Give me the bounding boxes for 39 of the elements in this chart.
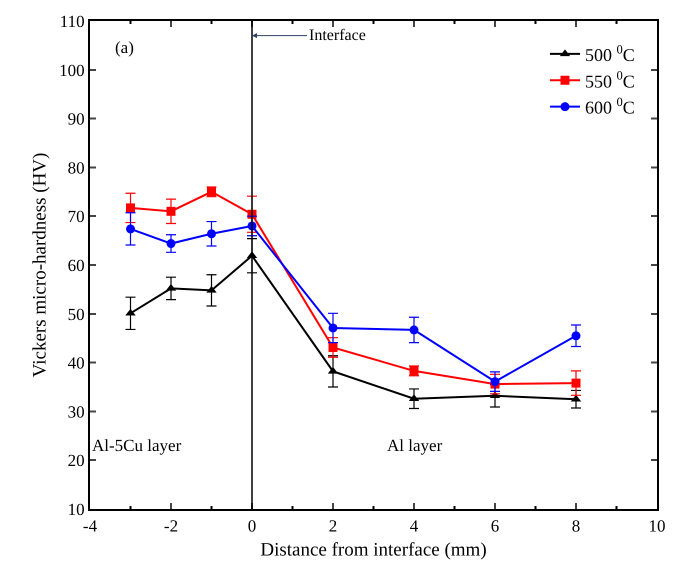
y-tick-label: 50 xyxy=(68,304,85,324)
legend-label: 600 $^{0}$C xyxy=(584,95,635,118)
point xyxy=(328,342,338,352)
x-axis-title: Distance from interface (mm) xyxy=(260,540,487,561)
point xyxy=(126,224,135,234)
ref-line-label: Interface xyxy=(309,27,366,44)
x-tick-label: -2 xyxy=(164,516,178,536)
y-axis-title: Vickers micro-hardness (HV) xyxy=(29,152,50,378)
point xyxy=(572,378,580,388)
point xyxy=(126,203,135,212)
y-tick-label: 90 xyxy=(68,110,85,129)
x-tick-label: 0 xyxy=(248,516,256,536)
y-tick-label: 100 xyxy=(59,60,85,80)
y-tick-label: 10 xyxy=(68,500,85,519)
point xyxy=(572,331,580,340)
point xyxy=(328,323,338,332)
point xyxy=(410,325,418,334)
point xyxy=(207,229,216,238)
point xyxy=(490,377,500,386)
y-tick-label: 60 xyxy=(68,256,85,275)
x-tick-label: 8 xyxy=(572,516,580,536)
annotation: Al layer xyxy=(387,436,443,455)
y-tick-label: 70 xyxy=(68,207,85,226)
point xyxy=(166,206,176,216)
y-tick-label: 110 xyxy=(60,12,85,31)
legend-label: 550 $^{0}$C xyxy=(584,68,635,92)
y-tick-label: 40 xyxy=(68,354,85,373)
x-tick-label: -4 xyxy=(82,516,98,536)
annotation: (a) xyxy=(115,38,134,57)
annotation: Al-5Cu layer xyxy=(92,436,182,455)
y-tick-label: 30 xyxy=(68,402,85,422)
x-tick-label: 4 xyxy=(410,516,419,536)
x-tick-label: 10 xyxy=(648,516,666,536)
y-tick-label: 80 xyxy=(68,158,85,178)
x-tick-label: 6 xyxy=(490,516,500,536)
legend-label: 500 $^{0}$C xyxy=(584,42,635,65)
x-tick-label: 2 xyxy=(328,516,338,536)
point xyxy=(166,239,176,248)
y-tick-label: 20 xyxy=(68,451,85,470)
